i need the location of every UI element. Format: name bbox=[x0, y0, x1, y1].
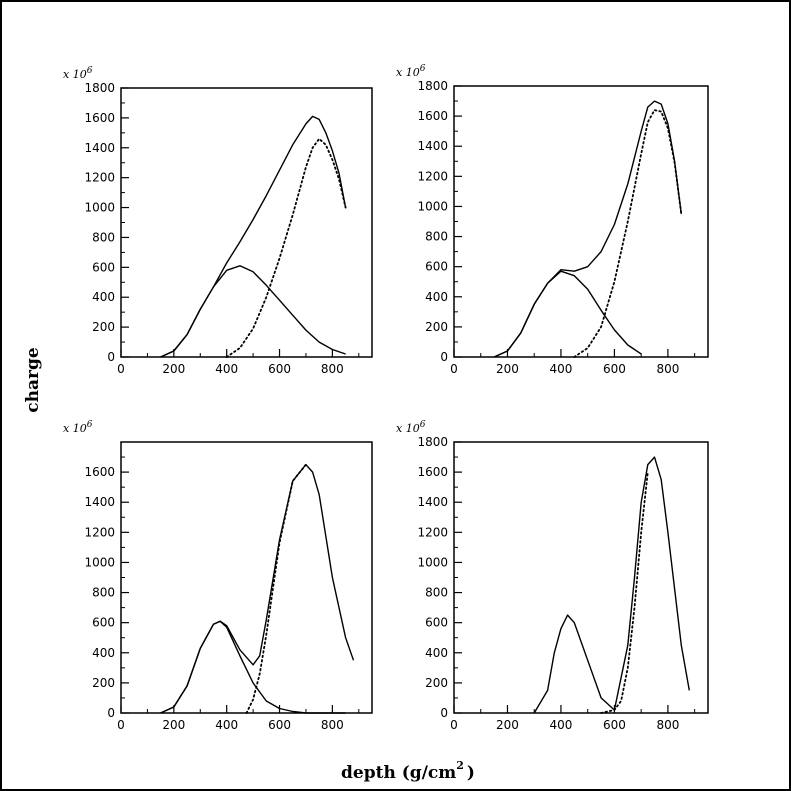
x-axis-title: depth (g/cm2) bbox=[341, 759, 475, 783]
y-tick-label: 1800 bbox=[84, 81, 115, 95]
multiplier-label: x 106 bbox=[396, 64, 426, 79]
y-tick-label: 600 bbox=[92, 260, 115, 274]
series-first-line bbox=[160, 265, 346, 358]
series-total-line bbox=[493, 100, 682, 358]
panel-2-frame bbox=[453, 85, 709, 358]
x-tick-label: 200 bbox=[496, 718, 519, 732]
series-second-line bbox=[600, 471, 649, 714]
panel-1-frame bbox=[120, 87, 373, 358]
series-total-line bbox=[533, 456, 690, 714]
x-tick-label: 400 bbox=[549, 362, 572, 376]
multiplier-label: x 106 bbox=[396, 420, 426, 435]
x-tick-label: 400 bbox=[215, 718, 238, 732]
x-tick-label: 0 bbox=[117, 718, 125, 732]
x-tick-label: 200 bbox=[496, 362, 519, 376]
x-tick-label: 400 bbox=[549, 718, 572, 732]
y-tick-label: 800 bbox=[92, 230, 115, 244]
x-tick-label: 400 bbox=[215, 362, 238, 376]
panel-1: 0 200 400 600 800 1000 1200 1400 1600 1800 0 200 400… bbox=[63, 66, 373, 376]
y-tick-label: 1200 bbox=[84, 525, 115, 539]
y-tick-label: 1800 bbox=[417, 435, 448, 449]
x-tick-label: 600 bbox=[268, 362, 291, 376]
y-tick-label: 1000 bbox=[84, 555, 115, 569]
y-tick-label: 1200 bbox=[84, 171, 115, 185]
x-tick-label: 800 bbox=[321, 718, 344, 732]
series-total-line bbox=[160, 463, 355, 714]
multiplier-label: x 106 bbox=[63, 66, 93, 81]
y-tick-label: 1000 bbox=[417, 199, 448, 213]
x-tick-label: 800 bbox=[656, 362, 679, 376]
y-tick-label: 600 bbox=[425, 616, 448, 630]
y-tick-label: 200 bbox=[425, 320, 448, 334]
y-tick-label: 1600 bbox=[417, 109, 448, 123]
y-axis-title: charge bbox=[23, 347, 43, 413]
panel-2: 0 200 400 600 800 1000 1200 1400 1600 1800 0 200 400… bbox=[396, 64, 709, 376]
panel-4: 0 200 400 600 800 1000 1200 1400 1600 1800 0 200 400… bbox=[396, 420, 709, 732]
x-tick-label: 0 bbox=[450, 362, 458, 376]
y-tick-label: 800 bbox=[425, 230, 448, 244]
y-tick-label: 200 bbox=[92, 676, 115, 690]
panel-3-frame bbox=[120, 441, 373, 714]
x-tick-label: 200 bbox=[162, 362, 185, 376]
y-tick-label: 1600 bbox=[84, 465, 115, 479]
y-tick-label: 0 bbox=[107, 706, 115, 720]
y-tick-label: 800 bbox=[425, 586, 448, 600]
multiplier-label: x 106 bbox=[63, 420, 93, 435]
panel-3: 0 200 400 600 800 1000 1200 1400 1600 0 200 400 600 8… bbox=[63, 420, 373, 732]
x-tick-label: 0 bbox=[450, 718, 458, 732]
y-tick-label: 1800 bbox=[417, 79, 448, 93]
y-tick-label: 200 bbox=[92, 320, 115, 334]
panel-4-frame bbox=[453, 441, 709, 714]
y-tick-label: 1400 bbox=[417, 139, 448, 153]
y-tick-label: 400 bbox=[92, 646, 115, 660]
y-tick-label: 0 bbox=[440, 350, 448, 364]
x-tick-label: 200 bbox=[162, 718, 185, 732]
y-tick-label: 1200 bbox=[417, 169, 448, 183]
y-tick-label: 1400 bbox=[84, 495, 115, 509]
y-tick-label: 1600 bbox=[417, 465, 448, 479]
y-tick-label: 200 bbox=[425, 676, 448, 690]
panels-group: 0 200 400 600 800 1000 1200 1400 1600 1800 0 200 400… bbox=[63, 64, 709, 732]
y-tick-label: 1400 bbox=[417, 495, 448, 509]
series-second-line bbox=[573, 109, 683, 358]
series-first-line bbox=[493, 270, 642, 358]
series-second-line bbox=[245, 463, 307, 714]
y-tick-label: 0 bbox=[107, 350, 115, 364]
y-tick-label: 1000 bbox=[417, 555, 448, 569]
y-tick-label: 400 bbox=[425, 646, 448, 660]
x-tick-label: 0 bbox=[117, 362, 125, 376]
series-first-line bbox=[160, 620, 346, 714]
y-tick-label: 1200 bbox=[417, 525, 448, 539]
x-tick-label: 800 bbox=[321, 362, 344, 376]
series-second-line bbox=[225, 137, 347, 358]
x-tick-label: 600 bbox=[603, 362, 626, 376]
y-tick-label: 800 bbox=[92, 586, 115, 600]
y-tick-label: 400 bbox=[425, 290, 448, 304]
y-tick-label: 1000 bbox=[84, 201, 115, 215]
y-tick-label: 1600 bbox=[84, 111, 115, 125]
y-tick-label: 400 bbox=[92, 290, 115, 304]
y-tick-label: 0 bbox=[440, 706, 448, 720]
y-tick-label: 1400 bbox=[84, 141, 115, 155]
x-tick-label: 600 bbox=[603, 718, 626, 732]
series-total-line bbox=[160, 115, 347, 358]
x-axis-title-main: depth (g/cm bbox=[341, 763, 456, 783]
x-axis-title-close: ) bbox=[467, 763, 475, 783]
y-tick-label: 600 bbox=[92, 616, 115, 630]
x-tick-label: 600 bbox=[268, 718, 291, 732]
x-tick-label: 800 bbox=[656, 718, 679, 732]
y-tick-label: 600 bbox=[425, 260, 448, 274]
x-axis-title-sup: 2 bbox=[456, 759, 464, 772]
